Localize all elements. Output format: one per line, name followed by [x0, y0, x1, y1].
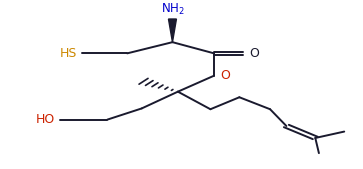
- Text: HO: HO: [36, 113, 55, 126]
- Text: O: O: [249, 47, 259, 60]
- Text: NH$_2$: NH$_2$: [160, 2, 184, 17]
- Polygon shape: [168, 19, 176, 42]
- Text: HS: HS: [59, 47, 77, 60]
- Text: O: O: [221, 69, 231, 82]
